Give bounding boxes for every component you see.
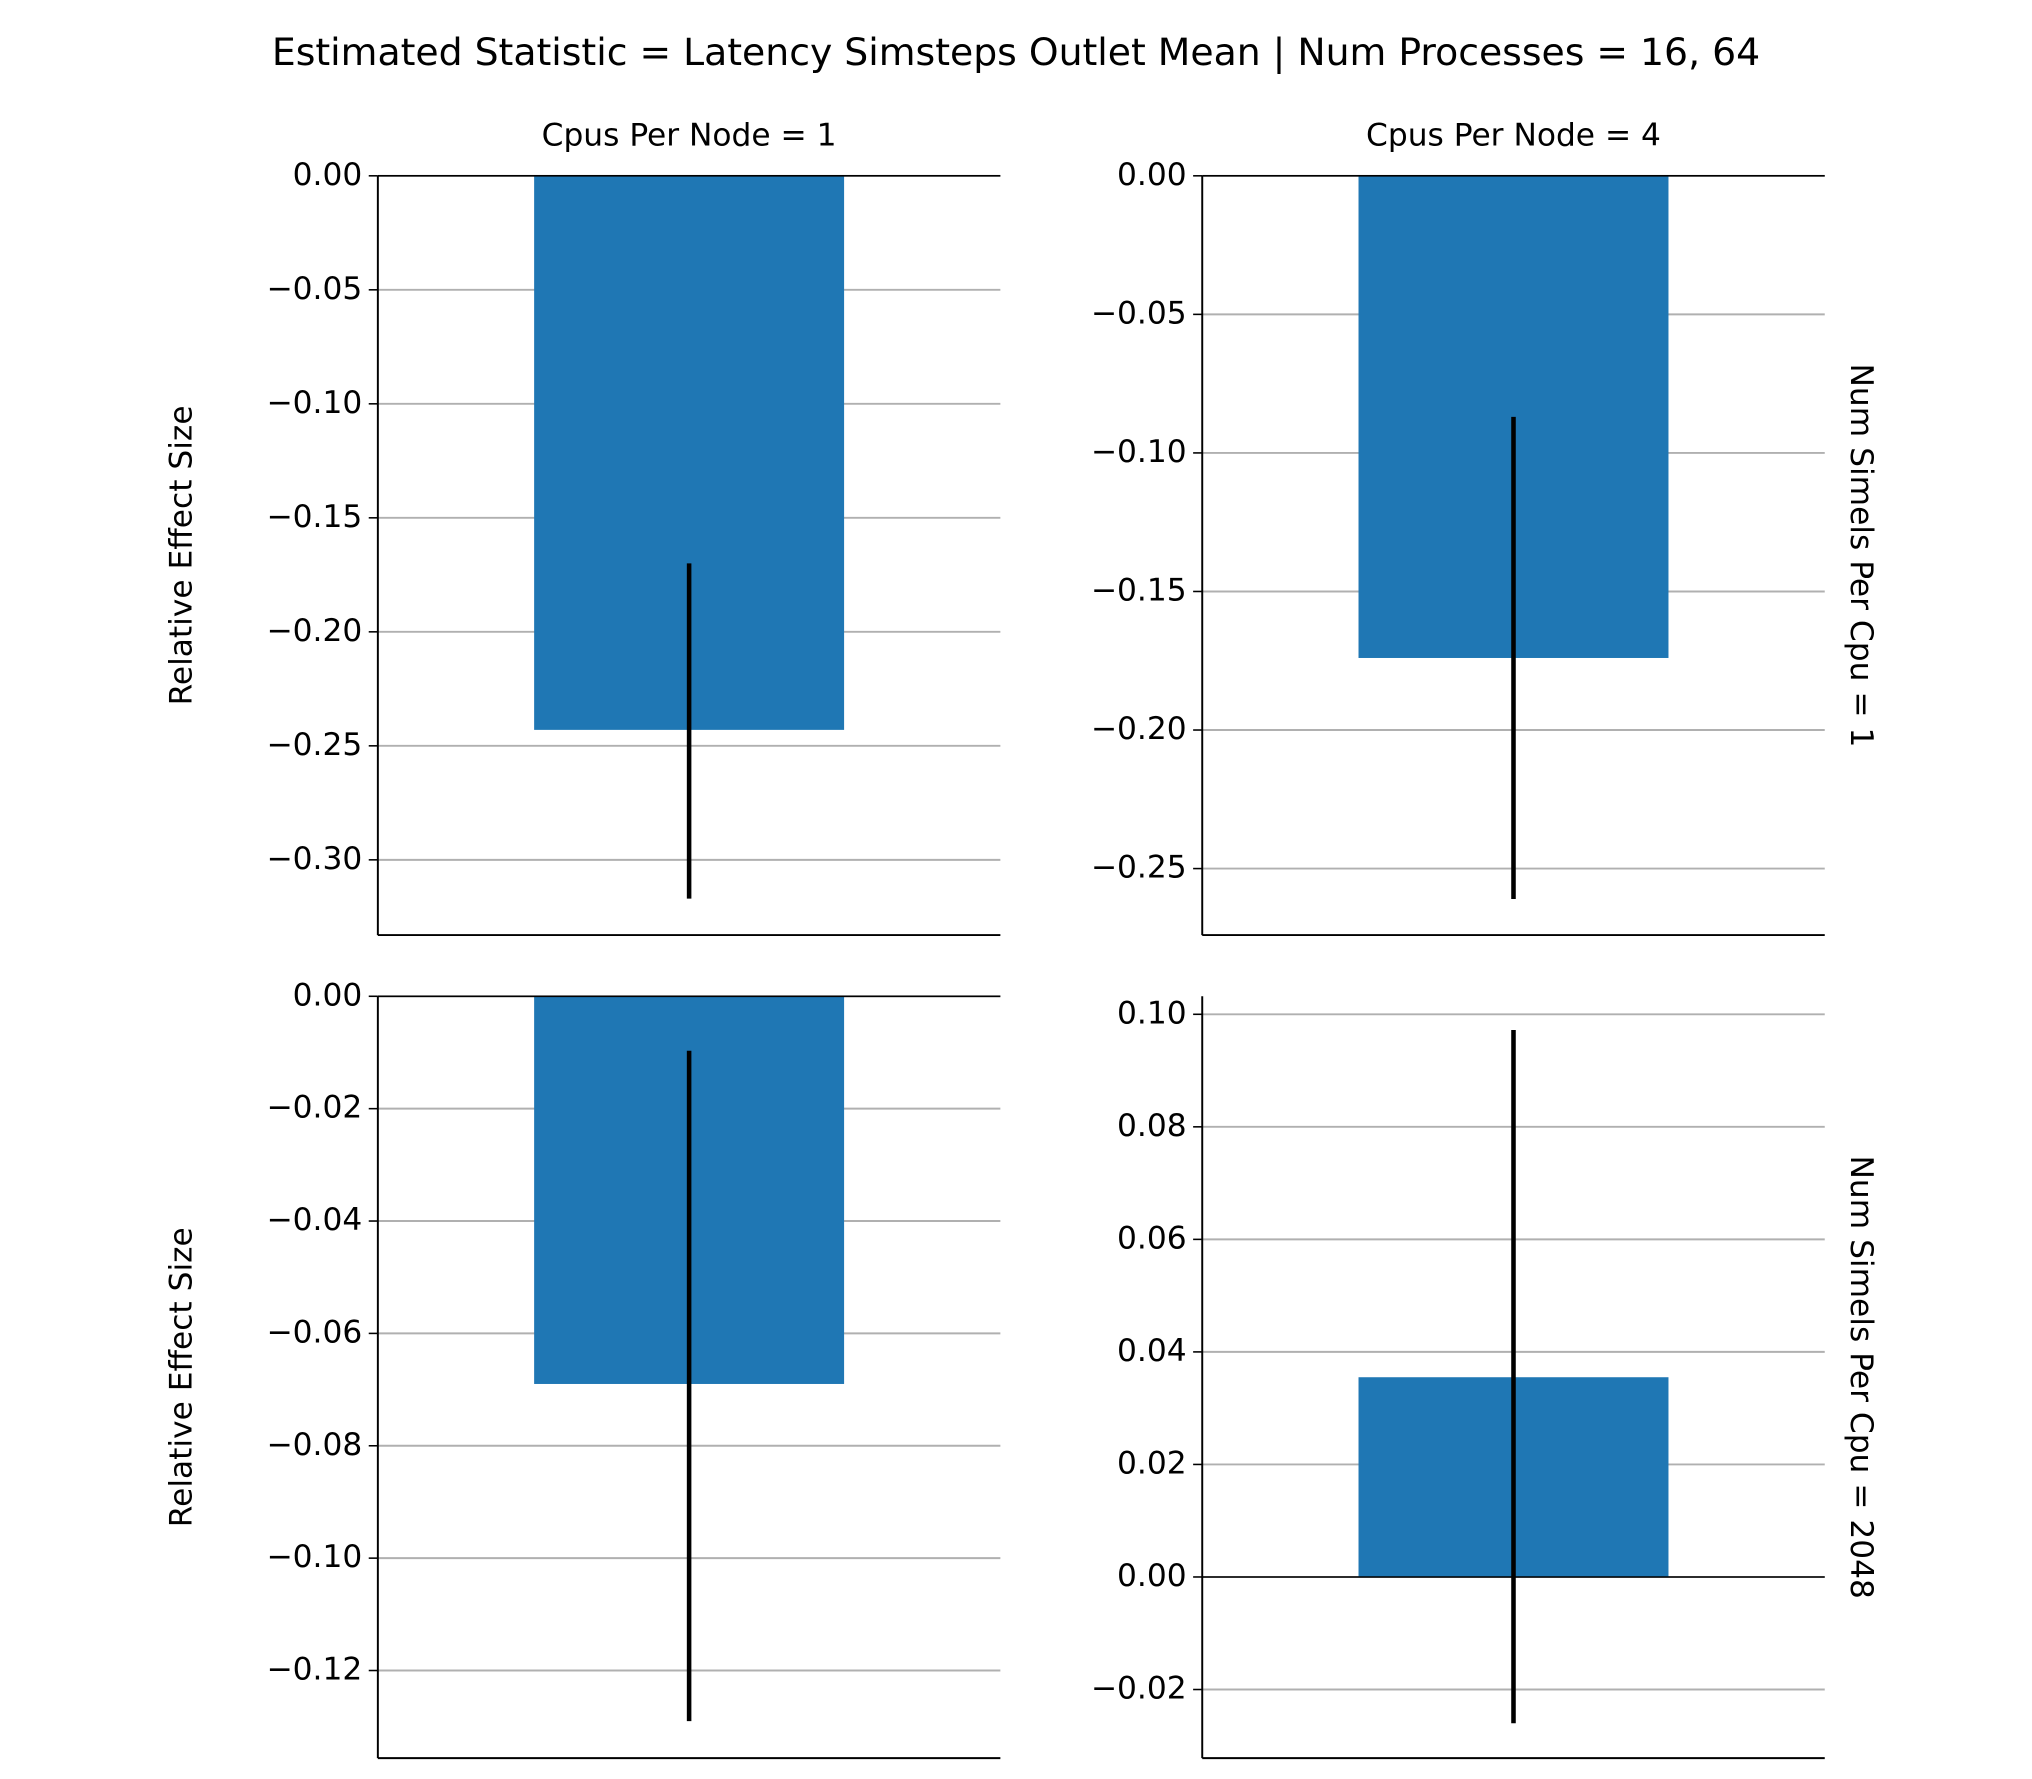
row-label: Num Simels Per Cpu = 2048 (1843, 1156, 1879, 1599)
y-tick-label: −0.05 (266, 271, 362, 307)
row-label: Num Simels Per Cpu = 1 (1843, 364, 1879, 748)
y-tick-label: −0.25 (1091, 850, 1187, 886)
y-tick-label: −0.08 (266, 1427, 362, 1463)
y-tick-label: 0.04 (1117, 1333, 1187, 1369)
panel-title: Cpus Per Node = 1 (542, 118, 837, 154)
y-tick-label: 0.06 (1117, 1220, 1187, 1256)
y-tick-label: 0.08 (1117, 1108, 1187, 1144)
y-tick-label: 0.00 (1117, 1558, 1187, 1594)
y-tick-label: 0.00 (293, 157, 363, 193)
y-tick-label: −0.12 (266, 1652, 362, 1688)
y-tick-label: −0.15 (266, 499, 362, 535)
y-tick-label: −0.05 (1091, 295, 1187, 331)
y-tick-label: 0.00 (293, 977, 363, 1013)
panel-title: Cpus Per Node = 4 (1366, 118, 1661, 154)
y-tick-label: −0.10 (266, 385, 362, 421)
y-tick-label: −0.04 (266, 1202, 362, 1238)
y-tick-label: −0.10 (266, 1539, 362, 1575)
y-tick-label: −0.06 (266, 1314, 362, 1350)
y-axis-label: Relative Effect Size (164, 405, 200, 705)
y-tick-label: 0.00 (1117, 157, 1187, 193)
y-tick-label: 0.02 (1117, 1445, 1187, 1481)
y-tick-label: −0.02 (1091, 1671, 1187, 1707)
y-axis-label: Relative Effect Size (164, 1227, 200, 1527)
y-tick-label: −0.20 (266, 613, 362, 649)
y-tick-label: −0.30 (266, 841, 362, 877)
y-tick-label: −0.10 (1091, 434, 1187, 470)
y-tick-label: −0.25 (266, 727, 362, 763)
y-tick-label: −0.20 (1091, 711, 1187, 747)
y-tick-label: 0.10 (1117, 995, 1187, 1031)
figure-title: Estimated Statistic = Latency Simsteps O… (272, 30, 1760, 75)
y-tick-label: −0.02 (266, 1090, 362, 1126)
y-tick-label: −0.15 (1091, 572, 1187, 608)
